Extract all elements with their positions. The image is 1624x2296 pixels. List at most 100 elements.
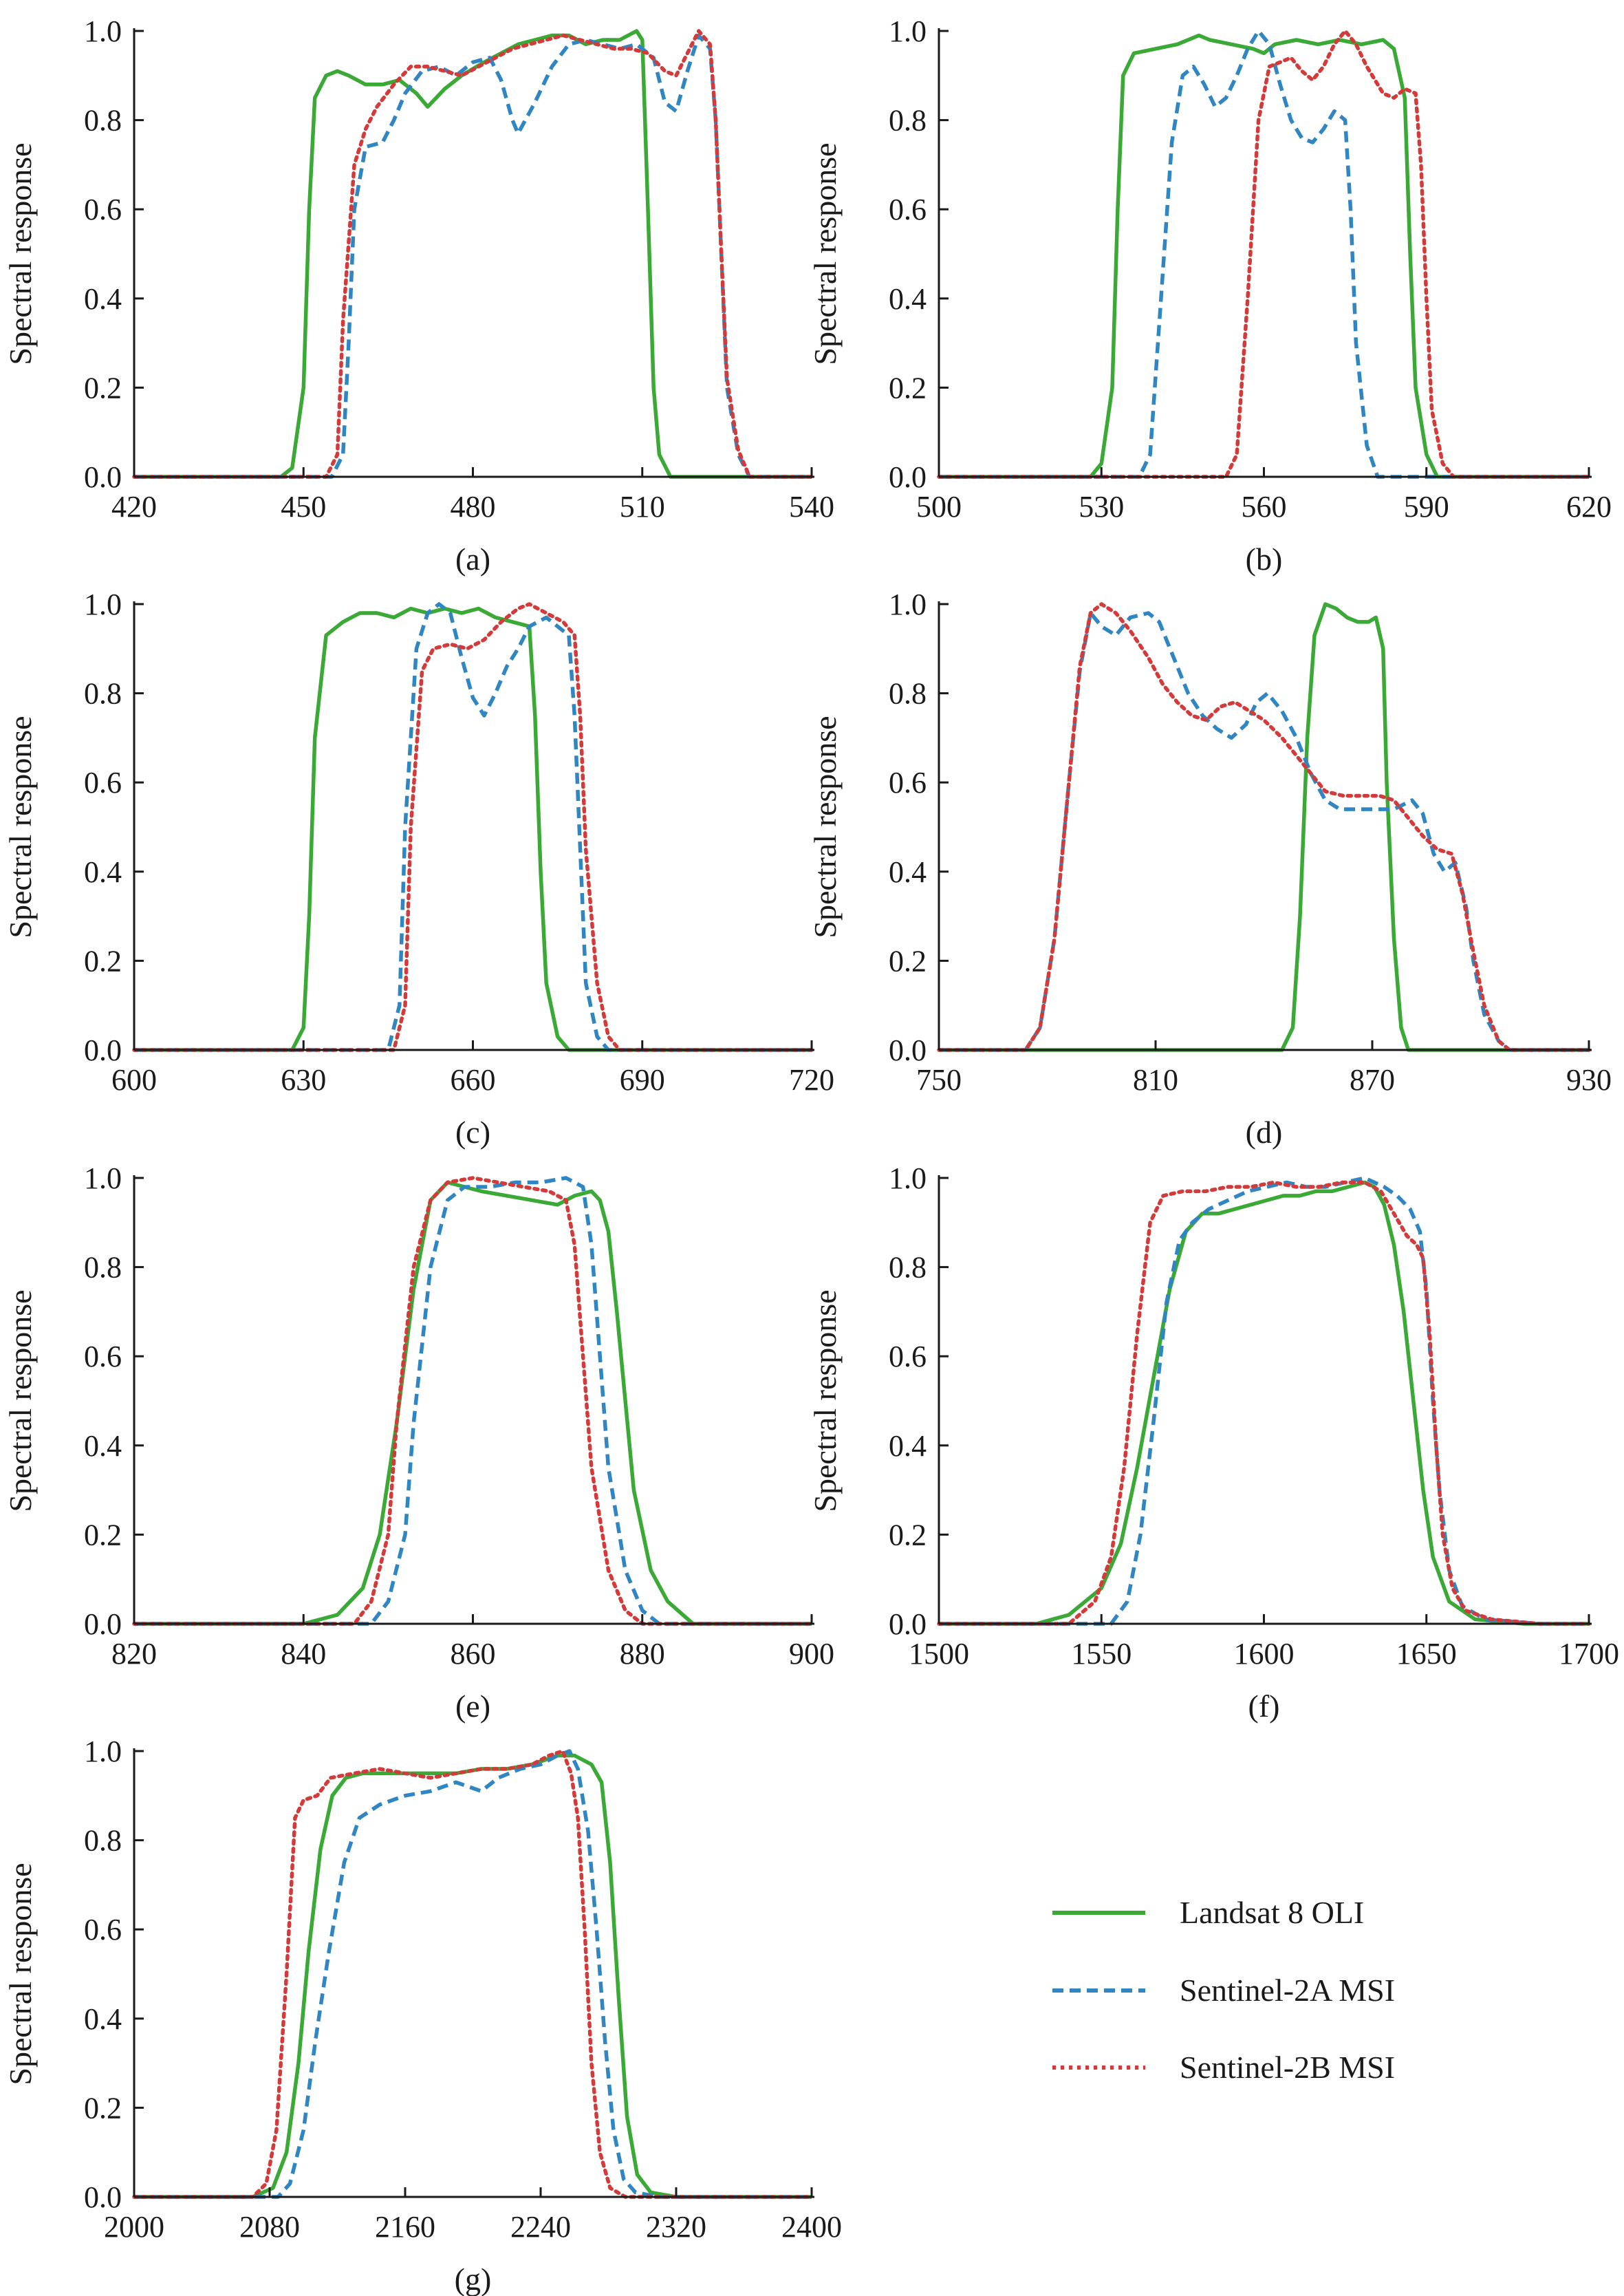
series-line-sentinel-2b-msi [132,602,814,1052]
y-tick-label: 0.4 [889,282,927,316]
x-tick-label: 1500 [909,1637,969,1671]
y-tick-label: 1.0 [889,14,927,48]
y-tick-label: 0.6 [889,193,927,226]
y-tick-label: 1.0 [84,14,122,48]
series-line-landsat-8-oli [939,1180,1589,1626]
y-tick-label: 1.0 [889,1161,927,1195]
series-line-sentinel-2b-msi [937,1180,1591,1626]
series-line-sentinel-2a-msi [134,1176,812,1626]
y-tick-label: 0.2 [889,371,927,405]
y-tick-label: 0.4 [84,2002,122,2036]
y-tick-label: 0.8 [84,677,122,711]
y-tick-label: 0.8 [889,1251,927,1285]
x-tick-label: 480 [451,490,496,524]
x-tick-label: 860 [451,1637,496,1671]
x-tick-label: 450 [281,490,326,524]
chart-panel-b: 500 530 560 590 620 0.0 0.2 0.4 0.6 0.8 1.0 Spectra… [808,14,1612,577]
x-tick-label: 560 [1242,490,1287,524]
y-tick-label: 0.8 [84,1251,122,1285]
chart-panel-d: 750 810 870 930 0.0 0.2 0.4 0.6 0.8 1.0 Spectral r… [808,588,1612,1150]
y-tick-label: 1.0 [889,588,927,621]
x-tick-label: 900 [789,1637,834,1671]
y-axis-label: Spectral response [808,716,843,938]
panel-label: (d) [1246,1115,1283,1150]
x-tick-label: 690 [620,1063,665,1097]
chart-panel-a: 420 450 480 510 540 0.0 0.2 0.4 0.6 0.8 1.0 Spectra… [3,14,834,577]
y-tick-label: 0.0 [889,1607,927,1641]
y-tick-label: 0.0 [84,1033,122,1067]
x-tick-label: 2320 [646,2210,706,2244]
y-tick-label: 1.0 [84,1161,122,1195]
series-line-sentinel-2a-msi [134,602,812,1052]
series-line-sentinel-2b-msi [132,1176,814,1626]
legend-label-sentinel-2b-msi: Sentinel-2B MSI [1180,2050,1395,2085]
panel-label: (a) [455,541,490,577]
chart-panel-e: 820 840 860 880 900 0.0 0.2 0.4 0.6 0.8 1.0 Spectra… [3,1161,834,1724]
legend: Landsat 8 OLI Sentinel-2A MSI Sentinel-2… [1052,1895,1395,2085]
series-line-landsat-8-oli [134,1753,812,2199]
x-tick-label: 1650 [1396,1637,1457,1671]
series-line-landsat-8-oli [939,33,1589,479]
series-line-sentinel-2a-msi [939,1176,1589,1626]
x-tick-label: 590 [1404,490,1449,524]
y-tick-label: 0.2 [889,1518,927,1552]
chart-panel-g: 2000 2080 2160 2240 2320 2400 0.0 0.2 0.4 0.6 0.8 1… [3,1735,842,2296]
y-tick-label: 0.4 [84,282,122,316]
x-tick-label: 930 [1566,1063,1612,1097]
x-tick-label: 540 [789,490,834,524]
y-tick-label: 1.0 [84,1735,122,1768]
x-tick-label: 620 [1566,490,1612,524]
y-tick-label: 0.2 [84,1518,122,1552]
x-tick-label: 820 [111,1637,157,1671]
x-tick-label: 2160 [375,2210,435,2244]
series-line-sentinel-2b-msi [937,602,1591,1052]
x-tick-label: 810 [1133,1063,1178,1097]
y-tick-label: 0.6 [84,193,122,226]
y-tick-label: 0.0 [84,1607,122,1641]
panel-label: (f) [1248,1688,1280,1724]
x-tick-label: 2080 [239,2210,300,2244]
y-tick-label: 0.4 [889,855,927,889]
y-axis-label: Spectral response [3,1289,38,1512]
y-tick-label: 0.0 [889,1033,927,1067]
x-tick-label: 1600 [1234,1637,1295,1671]
x-tick-label: 2000 [104,2210,164,2244]
chart-panels: 420 450 480 510 540 0.0 0.2 0.4 0.6 0.8 1.0 Spectra… [3,14,1619,2296]
y-tick-label: 0.6 [889,766,927,800]
y-tick-label: 0.2 [84,371,122,405]
panel-label: (b) [1246,541,1283,577]
x-tick-label: 510 [620,490,665,524]
chart-panel-c: 600 630 660 690 720 0.0 0.2 0.4 0.6 0.8 1.0 Spectra… [3,588,834,1150]
y-tick-label: 0.6 [84,1340,122,1373]
series-line-landsat-8-oli [939,602,1589,1052]
y-tick-label: 0.4 [889,1429,927,1463]
x-tick-label: 2400 [781,2210,842,2244]
y-axis-label: Spectral response [808,142,843,365]
panel-label: (c) [455,1115,490,1150]
y-tick-label: 0.8 [84,104,122,138]
y-tick-label: 0.0 [84,460,122,494]
y-tick-label: 1.0 [84,588,122,621]
y-axis-label: Spectral response [808,1289,843,1512]
x-tick-label: 2240 [510,2210,571,2244]
chart-panel-f: 1500 1550 1600 1650 1700 0.0 0.2 0.4 0.6 0.8 1.0 Sp… [808,1161,1619,1724]
x-tick-label: 720 [789,1063,834,1097]
legend-label-sentinel-2a-msi: Sentinel-2A MSI [1180,1973,1395,2008]
y-tick-label: 0.2 [889,944,927,978]
series-line-landsat-8-oli [134,606,812,1052]
y-tick-label: 0.2 [84,944,122,978]
y-axis-label: Spectral response [3,1863,38,2085]
series-line-sentinel-2a-msi [939,611,1589,1052]
series-line-landsat-8-oli [134,29,812,479]
y-tick-label: 0.6 [889,1340,927,1373]
y-tick-label: 0.8 [889,677,927,711]
series-line-sentinel-2b-msi [132,1749,814,2199]
legend-label-landsat-8-oli: Landsat 8 OLI [1180,1895,1364,1930]
series-line-sentinel-2a-msi [134,33,812,479]
panel-label: (e) [455,1688,490,1724]
x-tick-label: 630 [281,1063,326,1097]
y-tick-label: 0.2 [84,2091,122,2125]
y-tick-label: 0.0 [889,460,927,494]
x-tick-label: 600 [111,1063,157,1097]
